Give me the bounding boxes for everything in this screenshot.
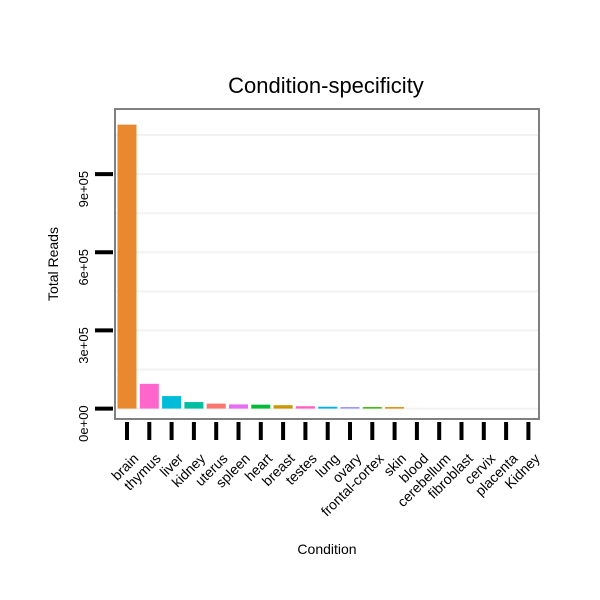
bar-spleen xyxy=(229,404,248,409)
bar-frontal-cortex xyxy=(362,407,382,409)
y-tick-label-0: 0e+00 xyxy=(76,405,91,442)
bar-uterus xyxy=(206,403,226,409)
y-tick-label-2: 6e+05 xyxy=(76,249,91,286)
bar-testes xyxy=(295,406,315,409)
bar-brain xyxy=(117,124,137,409)
bar-thymus xyxy=(139,383,159,409)
bar-skin xyxy=(385,407,405,409)
bar-kidney xyxy=(184,402,204,409)
bars xyxy=(117,124,405,409)
chart-title: Condition-specificity xyxy=(228,73,424,98)
bar-breast xyxy=(273,405,293,409)
bar-lung xyxy=(318,406,338,409)
y-axis-ticks: 0e+00 3e+05 6e+05 9e+05 xyxy=(76,171,113,442)
bar-heart xyxy=(251,404,271,409)
bar-ovary xyxy=(340,407,360,409)
y-axis-title: Total Reads xyxy=(45,227,61,301)
plot-border xyxy=(114,108,540,420)
bar-liver xyxy=(162,396,182,409)
y-tick-label-1: 3e+05 xyxy=(76,327,91,364)
x-axis-title: Condition xyxy=(297,541,356,557)
y-tick-label-3: 9e+05 xyxy=(76,171,91,208)
